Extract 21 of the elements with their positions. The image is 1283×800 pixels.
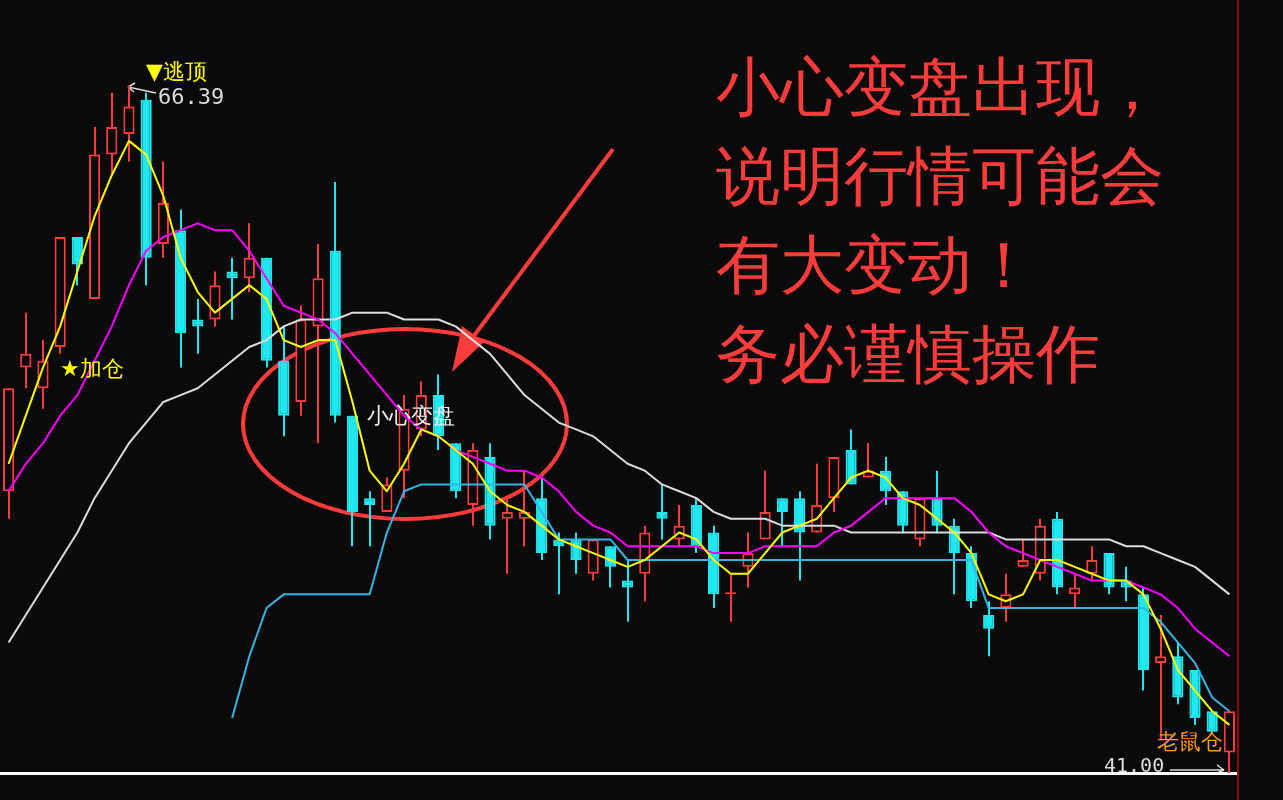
candlestick bbox=[1069, 572, 1081, 610]
annotation: 41.00 bbox=[1104, 753, 1165, 777]
candlestick bbox=[226, 256, 238, 321]
annotation: 老鼠仓 bbox=[1157, 729, 1223, 755]
candlestick bbox=[656, 483, 668, 541]
annotation: 小心变盘出现， bbox=[716, 50, 1164, 124]
candlestick bbox=[553, 531, 565, 596]
text: ▼逃顶 bbox=[146, 59, 207, 85]
annotation: 务必谨慎操作 bbox=[716, 317, 1100, 391]
annotation: 66.39 bbox=[158, 84, 225, 110]
annotation: 说明行情可能会 bbox=[716, 139, 1164, 213]
candlestick bbox=[1017, 538, 1029, 568]
candlestick bbox=[71, 236, 83, 287]
candlestick bbox=[123, 84, 135, 163]
candlestick bbox=[776, 497, 788, 548]
candlestick bbox=[501, 497, 513, 575]
candlestick bbox=[20, 311, 32, 390]
annotation: 有大变动！ bbox=[716, 228, 1036, 302]
candlestick bbox=[364, 490, 376, 548]
candlestick bbox=[243, 222, 255, 294]
candlestick bbox=[983, 600, 995, 658]
